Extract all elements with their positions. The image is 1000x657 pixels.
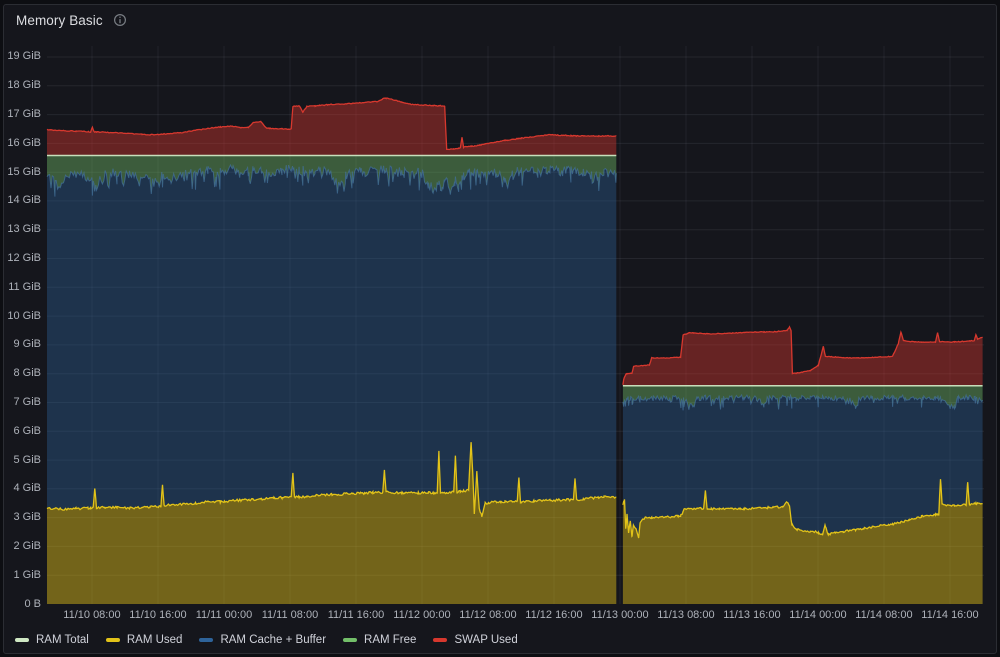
y-tick-label: 12 GiB xyxy=(7,252,41,265)
legend-item-ram-free[interactable]: RAM Free xyxy=(343,634,416,646)
panel-header: Memory Basic xyxy=(16,10,127,30)
y-tick-label: 13 GiB xyxy=(7,223,41,236)
legend-swatch xyxy=(433,638,448,642)
legend-item-ram-total[interactable]: RAM Total xyxy=(15,634,89,646)
x-tick-label: 11/10 16:00 xyxy=(129,609,187,621)
y-tick-label: 3 GiB xyxy=(13,511,41,524)
legend-swatch xyxy=(199,638,214,642)
legend-swatch xyxy=(105,638,120,642)
x-tick-label: 11/12 08:00 xyxy=(459,609,517,621)
y-tick-label: 7 GiB xyxy=(13,395,41,408)
y-tick-label: 6 GiB xyxy=(13,424,41,437)
legend-label: RAM Cache + Buffer xyxy=(220,634,327,646)
x-tick-label: 11/13 00:00 xyxy=(591,609,649,621)
y-tick-label: 17 GiB xyxy=(7,108,41,121)
y-tick-label: 1 GiB xyxy=(13,568,41,581)
legend: RAM Total RAM Used RAM Cache + Buffer RAM F… xyxy=(15,634,518,646)
legend-label: RAM Total xyxy=(36,634,89,646)
x-tick-label: 11/12 16:00 xyxy=(525,609,583,621)
legend-label: SWAP Used xyxy=(454,634,518,646)
y-tick-label: 5 GiB xyxy=(13,453,41,466)
panel-frame xyxy=(3,4,997,654)
legend-item-swap-used[interactable]: SWAP Used xyxy=(433,634,518,646)
legend-item-ram-cache-buffer[interactable]: RAM Cache + Buffer xyxy=(199,634,326,646)
legend-swatch xyxy=(343,638,358,642)
y-tick-label: 15 GiB xyxy=(7,165,41,178)
y-tick-label: 11 GiB xyxy=(8,280,41,293)
info-circle-icon[interactable] xyxy=(113,13,127,27)
y-tick-label: 8 GiB xyxy=(13,367,41,380)
x-tick-label: 11/11 08:00 xyxy=(261,609,319,621)
legend-item-ram-used[interactable]: RAM Used xyxy=(105,634,183,646)
panel-title[interactable]: Memory Basic xyxy=(16,12,103,28)
y-tick-label: 16 GiB xyxy=(7,136,41,149)
legend-swatch xyxy=(15,638,29,642)
x-tick-label: 11/13 08:00 xyxy=(657,609,715,621)
x-tick-label: 11/11 16:00 xyxy=(327,609,385,621)
y-tick-label: 19 GiB xyxy=(7,50,41,63)
y-tick-label: 9 GiB xyxy=(13,338,41,351)
y-tick-label: 18 GiB xyxy=(7,79,41,92)
x-tick-label: 11/14 00:00 xyxy=(789,609,847,621)
x-tick-label: 11/13 16:00 xyxy=(723,609,781,621)
info-icon-glyph xyxy=(113,13,126,27)
x-tick-label: 11/11 00:00 xyxy=(195,609,253,621)
legend-label: RAM Used xyxy=(126,634,183,646)
x-tick-label: 11/12 00:00 xyxy=(393,609,451,621)
x-tick-label: 11/14 08:00 xyxy=(855,609,913,621)
legend-label: RAM Free xyxy=(364,634,417,646)
x-tick-label: 11/10 08:00 xyxy=(63,609,121,621)
x-tick-label: 11/14 16:00 xyxy=(921,609,979,621)
y-tick-label: 10 GiB xyxy=(7,309,41,322)
y-tick-label: 2 GiB xyxy=(13,539,41,552)
y-tick-label: 0 B xyxy=(24,597,41,610)
y-tick-label: 4 GiB xyxy=(13,482,41,495)
y-tick-label: 14 GiB xyxy=(7,194,41,207)
